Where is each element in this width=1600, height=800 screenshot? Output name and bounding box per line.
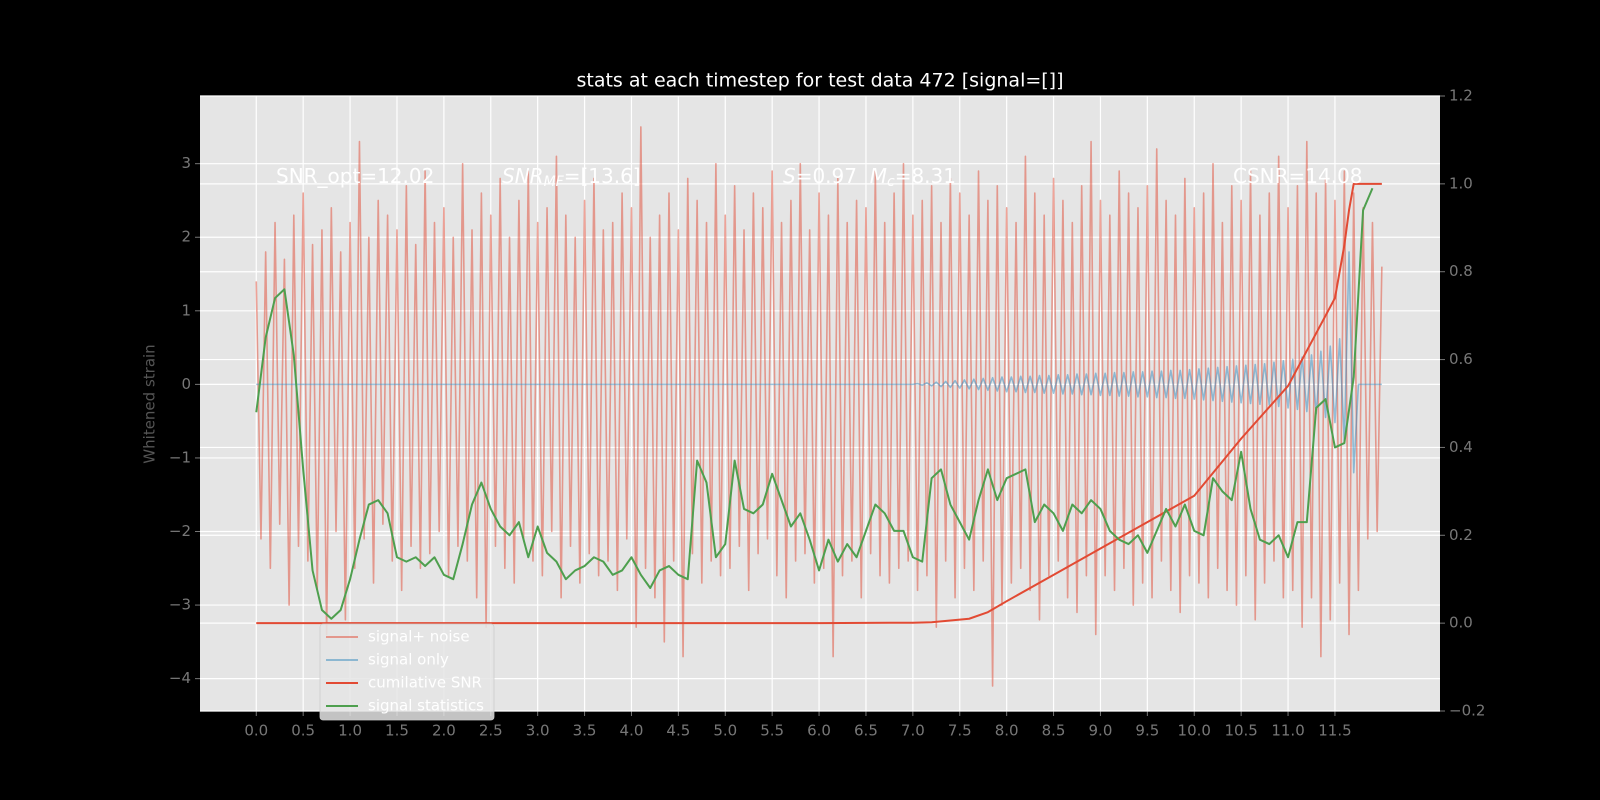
x-tick-label: 5.5 (760, 722, 784, 740)
x-tick-label: 3.5 (573, 722, 597, 740)
y-tick-label: −3 (169, 596, 191, 614)
annotation-part: c (887, 174, 895, 190)
annotation-part: S (783, 164, 796, 188)
annotation-part: =[13.6] (564, 164, 641, 188)
annotation-part: M (870, 164, 887, 188)
legend-box (319, 623, 495, 721)
annotation-part: =8.31 (895, 164, 956, 188)
x-tick-label: 2.0 (432, 722, 456, 740)
x-tick-label: 10.0 (1178, 722, 1211, 740)
legend-label: cumilative SNR (368, 674, 482, 692)
series-line (255, 187, 1374, 620)
annotation: SNRMF=[13.6] (502, 164, 641, 191)
annotation-part: CSNR=14.08 (1233, 164, 1363, 188)
series-line (255, 126, 1383, 687)
x-tick-label: 9.5 (1135, 722, 1159, 740)
y-tick-label: −1 (169, 448, 191, 466)
x-tick-label: 0.0 (244, 722, 268, 740)
x-tick-label: 4.0 (620, 722, 644, 740)
annotation-part: SNR (502, 164, 544, 188)
annotation: SNR_opt=12.02 (276, 164, 434, 188)
annotation-part: SNR_opt=12.02 (276, 164, 434, 188)
x-tick-label: 5.0 (713, 722, 737, 740)
series-line (256, 182, 1382, 625)
annotation-part: MF (544, 174, 565, 190)
y-tick-label: 2 (181, 228, 191, 246)
legend-label: signal+ noise (368, 628, 470, 646)
y2-tick-label: 1.0 (1449, 174, 1473, 192)
x-tick-label: 4.5 (666, 722, 690, 740)
y2-tick-label: 0.2 (1449, 526, 1473, 544)
x-tick-label: 11.0 (1271, 722, 1304, 740)
y2-tick-label: −0.2 (1449, 702, 1485, 720)
legend-label: signal only (368, 651, 449, 669)
y-tick-label: 3 (181, 154, 191, 172)
chart-title: stats at each timestep for test data 472… (576, 70, 1063, 92)
y-tick-label: 0 (181, 375, 191, 393)
x-tick-label: 9.0 (1089, 722, 1113, 740)
annotation-part: =0.97 (796, 164, 870, 188)
y-axis-label: Whitened strain (141, 344, 159, 463)
y2-tick-label: 0.6 (1449, 350, 1473, 368)
y-tick-label: 1 (181, 301, 191, 319)
x-tick-label: 6.5 (854, 722, 878, 740)
y-tick-label: −2 (169, 522, 191, 540)
x-tick-label: 1.5 (385, 722, 409, 740)
x-tick-label: 7.5 (948, 722, 972, 740)
x-tick-label: 1.0 (338, 722, 362, 740)
x-tick-label: 3.0 (526, 722, 550, 740)
y2-tick-label: 0.0 (1449, 614, 1473, 632)
annotation: CSNR=14.08 (1233, 164, 1363, 188)
series-line (256, 251, 1382, 474)
y-tick-label: −4 (169, 669, 191, 687)
x-tick-label: 8.0 (995, 722, 1019, 740)
x-tick-label: 10.5 (1224, 722, 1257, 740)
annotation: S=0.97 Mc=8.31 (783, 164, 956, 191)
legend-label: signal statistics (368, 697, 484, 715)
y2-tick-label: 0.4 (1449, 438, 1473, 456)
x-tick-label: 2.5 (479, 722, 503, 740)
plot-area (200, 96, 1440, 711)
y2-tick-label: 1.2 (1449, 87, 1473, 105)
x-tick-label: 11.5 (1318, 722, 1351, 740)
y2-tick-label: 0.8 (1449, 262, 1473, 280)
x-tick-label: 7.0 (901, 722, 925, 740)
x-tick-label: 0.5 (291, 722, 315, 740)
x-tick-label: 6.0 (807, 722, 831, 740)
x-tick-label: 8.5 (1042, 722, 1066, 740)
